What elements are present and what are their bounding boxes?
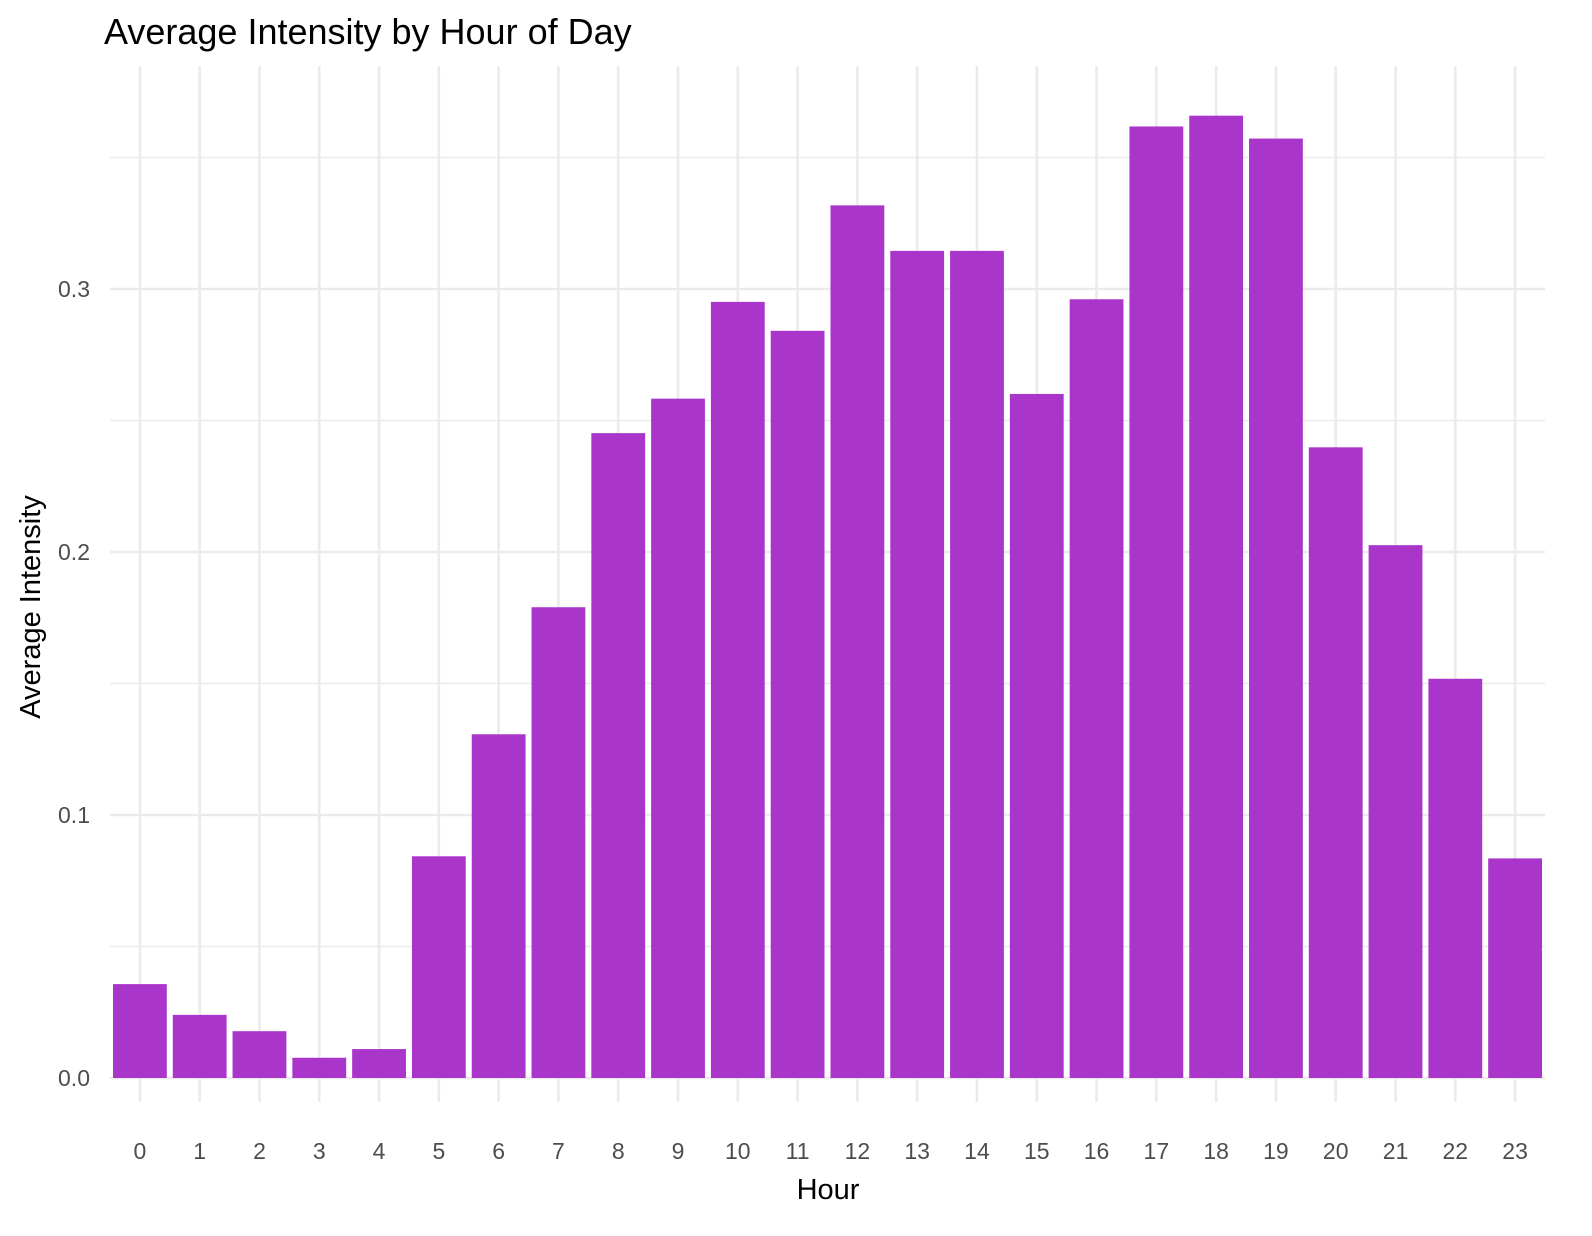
bar-hour-3 [292,1057,347,1078]
bar-hour-6 [471,734,526,1078]
x-axis-ticks: 0 1 2 3 4 5 6 7 8 9 10 11 12 13 14 15 16 17 18 19 20 21 22 23 [133,1138,1527,1164]
bar-hour-13 [890,250,945,1079]
x-tick-label: 8 [612,1138,625,1164]
bar-hour-15 [1009,393,1064,1078]
bar-hour-14 [950,250,1004,1079]
bar-hour-19 [1249,138,1303,1079]
bar-hour-12 [830,205,885,1079]
x-tick-label: 14 [964,1138,990,1164]
x-tick-label: 6 [492,1138,505,1164]
x-tick-label: 0 [133,1138,146,1164]
y-tick-label: 0.3 [58,276,90,302]
x-tick-label: 21 [1383,1138,1409,1164]
y-tick-label: 0.1 [58,802,90,828]
bars [112,115,1543,1079]
bar-hour-5 [411,856,466,1078]
bar-hour-16 [1069,299,1124,1079]
x-tick-label: 4 [373,1138,386,1164]
bar-hour-20 [1308,447,1363,1078]
x-axis-label: Hour [797,1174,860,1206]
bar-hour-17 [1129,126,1184,1078]
x-tick-label: 23 [1502,1138,1528,1164]
bar-hour-10 [710,301,765,1079]
y-tick-label: 0.0 [58,1065,90,1091]
y-tick-label: 0.2 [58,539,90,565]
bar-hour-18 [1189,115,1244,1079]
x-tick-label: 18 [1203,1138,1229,1164]
bar-hour-1 [172,1014,227,1078]
bar-hour-8 [591,433,646,1078]
x-tick-label: 10 [725,1138,751,1164]
x-tick-label: 7 [552,1138,565,1164]
bar-hour-9 [651,398,705,1078]
x-tick-label: 9 [672,1138,685,1164]
bar-hour-22 [1428,678,1483,1078]
x-tick-label: 2 [253,1138,266,1164]
y-axis-ticks: 0.0 0.1 0.2 0.3 [58,276,90,1091]
bar-hour-0 [112,984,167,1078]
bar-hour-7 [531,607,586,1078]
x-tick-label: 1 [193,1138,206,1164]
bar-hour-2 [232,1031,287,1078]
x-tick-label: 20 [1323,1138,1349,1164]
x-tick-label: 13 [904,1138,930,1164]
x-tick-label: 16 [1084,1138,1110,1164]
x-tick-label: 11 [786,1138,810,1164]
bar-hour-11 [770,330,825,1078]
x-tick-label: 17 [1144,1138,1170,1164]
bar-hour-4 [352,1049,406,1078]
bar-hour-21 [1368,545,1423,1078]
x-tick-label: 15 [1024,1138,1050,1164]
chart-title: Average Intensity by Hour of Day [104,11,632,52]
x-tick-label: 19 [1263,1138,1289,1164]
y-axis-label: Average Intensity [15,495,47,719]
x-tick-label: 22 [1443,1138,1469,1164]
x-tick-label: 5 [432,1138,445,1164]
x-tick-label: 3 [313,1138,326,1164]
x-tick-label: 12 [845,1138,871,1164]
bar-hour-23 [1488,858,1543,1078]
